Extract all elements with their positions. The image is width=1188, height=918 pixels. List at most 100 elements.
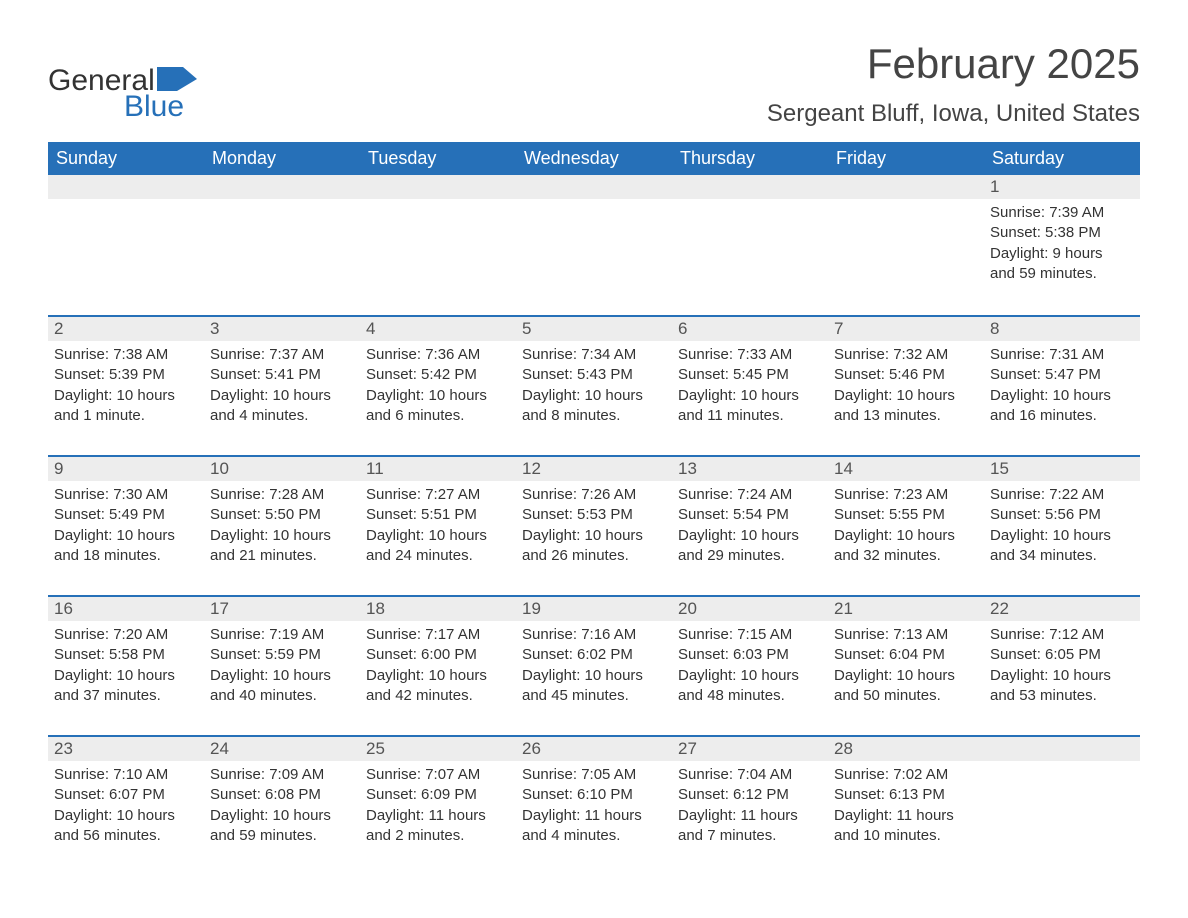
day-daylight_b: and 59 minutes.: [990, 264, 1134, 284]
day-sunrise: Sunrise: 7:24 AM: [678, 485, 822, 505]
day-daylight_b: and 32 minutes.: [834, 546, 978, 566]
logo: General Blue: [48, 40, 197, 124]
day-daylight_b: and 26 minutes.: [522, 546, 666, 566]
day-number: [204, 175, 360, 199]
day-daylight_a: Daylight: 10 hours: [834, 386, 978, 406]
day-header-saturday: Saturday: [984, 142, 1140, 175]
day-number: 12: [516, 457, 672, 481]
day-cell: [984, 737, 1140, 875]
day-daylight_b: and 34 minutes.: [990, 546, 1134, 566]
day-number: 4: [360, 317, 516, 341]
day-sunrise: Sunrise: 7:22 AM: [990, 485, 1134, 505]
day-number: 27: [672, 737, 828, 761]
day-sunset: Sunset: 6:08 PM: [210, 785, 354, 805]
week-row: 16Sunrise: 7:20 AMSunset: 5:58 PMDayligh…: [48, 595, 1140, 735]
day-number: 2: [48, 317, 204, 341]
day-sunrise: Sunrise: 7:30 AM: [54, 485, 198, 505]
day-sunrise: Sunrise: 7:10 AM: [54, 765, 198, 785]
logo-text-blue: Blue: [124, 90, 197, 124]
day-daylight_a: Daylight: 10 hours: [366, 526, 510, 546]
day-number: [48, 175, 204, 199]
day-sunrise: Sunrise: 7:36 AM: [366, 345, 510, 365]
day-sunset: Sunset: 5:53 PM: [522, 505, 666, 525]
weeks-container: 1Sunrise: 7:39 AMSunset: 5:38 PMDaylight…: [48, 175, 1140, 875]
day-daylight_a: Daylight: 11 hours: [522, 806, 666, 826]
day-cell: 25Sunrise: 7:07 AMSunset: 6:09 PMDayligh…: [360, 737, 516, 875]
day-sunset: Sunset: 5:56 PM: [990, 505, 1134, 525]
day-cell: 19Sunrise: 7:16 AMSunset: 6:02 PMDayligh…: [516, 597, 672, 735]
day-daylight_b: and 16 minutes.: [990, 406, 1134, 426]
day-info: Sunrise: 7:27 AMSunset: 5:51 PMDaylight:…: [360, 481, 516, 578]
day-cell: 22Sunrise: 7:12 AMSunset: 6:05 PMDayligh…: [984, 597, 1140, 735]
day-cell: [204, 175, 360, 315]
day-cell: 4Sunrise: 7:36 AMSunset: 5:42 PMDaylight…: [360, 317, 516, 455]
day-sunset: Sunset: 5:55 PM: [834, 505, 978, 525]
day-daylight_a: Daylight: 11 hours: [366, 806, 510, 826]
day-info: Sunrise: 7:31 AMSunset: 5:47 PMDaylight:…: [984, 341, 1140, 438]
day-header-monday: Monday: [204, 142, 360, 175]
day-daylight_a: Daylight: 10 hours: [522, 526, 666, 546]
day-cell: 16Sunrise: 7:20 AMSunset: 5:58 PMDayligh…: [48, 597, 204, 735]
day-daylight_b: and 11 minutes.: [678, 406, 822, 426]
day-info: Sunrise: 7:37 AMSunset: 5:41 PMDaylight:…: [204, 341, 360, 438]
day-info: Sunrise: 7:05 AMSunset: 6:10 PMDaylight:…: [516, 761, 672, 858]
day-number: 16: [48, 597, 204, 621]
day-sunrise: Sunrise: 7:16 AM: [522, 625, 666, 645]
day-sunrise: Sunrise: 7:28 AM: [210, 485, 354, 505]
day-daylight_a: Daylight: 10 hours: [54, 386, 198, 406]
day-number: 8: [984, 317, 1140, 341]
day-number: 10: [204, 457, 360, 481]
day-info: Sunrise: 7:39 AMSunset: 5:38 PMDaylight:…: [984, 199, 1140, 296]
day-daylight_b: and 1 minute.: [54, 406, 198, 426]
day-info: Sunrise: 7:17 AMSunset: 6:00 PMDaylight:…: [360, 621, 516, 718]
day-cell: 15Sunrise: 7:22 AMSunset: 5:56 PMDayligh…: [984, 457, 1140, 595]
day-daylight_b: and 21 minutes.: [210, 546, 354, 566]
day-sunrise: Sunrise: 7:31 AM: [990, 345, 1134, 365]
day-number: 17: [204, 597, 360, 621]
day-sunrise: Sunrise: 7:38 AM: [54, 345, 198, 365]
day-daylight_a: Daylight: 10 hours: [678, 666, 822, 686]
day-cell: 12Sunrise: 7:26 AMSunset: 5:53 PMDayligh…: [516, 457, 672, 595]
day-cell: 13Sunrise: 7:24 AMSunset: 5:54 PMDayligh…: [672, 457, 828, 595]
day-info: Sunrise: 7:13 AMSunset: 6:04 PMDaylight:…: [828, 621, 984, 718]
day-number: 9: [48, 457, 204, 481]
day-number: 23: [48, 737, 204, 761]
day-sunset: Sunset: 5:54 PM: [678, 505, 822, 525]
day-info: Sunrise: 7:26 AMSunset: 5:53 PMDaylight:…: [516, 481, 672, 578]
day-sunrise: Sunrise: 7:12 AM: [990, 625, 1134, 645]
title-block: February 2025 Sergeant Bluff, Iowa, Unit…: [767, 40, 1140, 128]
day-daylight_b: and 2 minutes.: [366, 826, 510, 846]
day-daylight_b: and 24 minutes.: [366, 546, 510, 566]
day-cell: [48, 175, 204, 315]
day-sunrise: Sunrise: 7:13 AM: [834, 625, 978, 645]
day-daylight_b: and 42 minutes.: [366, 686, 510, 706]
day-daylight_a: Daylight: 10 hours: [990, 666, 1134, 686]
day-info: Sunrise: 7:22 AMSunset: 5:56 PMDaylight:…: [984, 481, 1140, 578]
day-daylight_b: and 45 minutes.: [522, 686, 666, 706]
day-cell: 21Sunrise: 7:13 AMSunset: 6:04 PMDayligh…: [828, 597, 984, 735]
day-daylight_a: Daylight: 10 hours: [834, 666, 978, 686]
day-number: [828, 175, 984, 199]
day-daylight_a: Daylight: 10 hours: [54, 806, 198, 826]
day-info: Sunrise: 7:02 AMSunset: 6:13 PMDaylight:…: [828, 761, 984, 858]
day-sunrise: Sunrise: 7:17 AM: [366, 625, 510, 645]
day-header-row: Sunday Monday Tuesday Wednesday Thursday…: [48, 142, 1140, 175]
day-sunset: Sunset: 6:00 PM: [366, 645, 510, 665]
day-cell: 14Sunrise: 7:23 AMSunset: 5:55 PMDayligh…: [828, 457, 984, 595]
day-sunset: Sunset: 5:51 PM: [366, 505, 510, 525]
day-sunset: Sunset: 6:04 PM: [834, 645, 978, 665]
day-number: 6: [672, 317, 828, 341]
day-daylight_b: and 13 minutes.: [834, 406, 978, 426]
day-cell: 8Sunrise: 7:31 AMSunset: 5:47 PMDaylight…: [984, 317, 1140, 455]
day-sunrise: Sunrise: 7:39 AM: [990, 203, 1134, 223]
day-number: 18: [360, 597, 516, 621]
day-daylight_a: Daylight: 10 hours: [210, 526, 354, 546]
day-number: [360, 175, 516, 199]
day-sunset: Sunset: 6:12 PM: [678, 785, 822, 805]
day-daylight_a: Daylight: 11 hours: [678, 806, 822, 826]
location: Sergeant Bluff, Iowa, United States: [767, 100, 1140, 128]
day-daylight_a: Daylight: 10 hours: [990, 386, 1134, 406]
week-row: 1Sunrise: 7:39 AMSunset: 5:38 PMDaylight…: [48, 175, 1140, 315]
day-cell: [672, 175, 828, 315]
day-info: Sunrise: 7:15 AMSunset: 6:03 PMDaylight:…: [672, 621, 828, 718]
